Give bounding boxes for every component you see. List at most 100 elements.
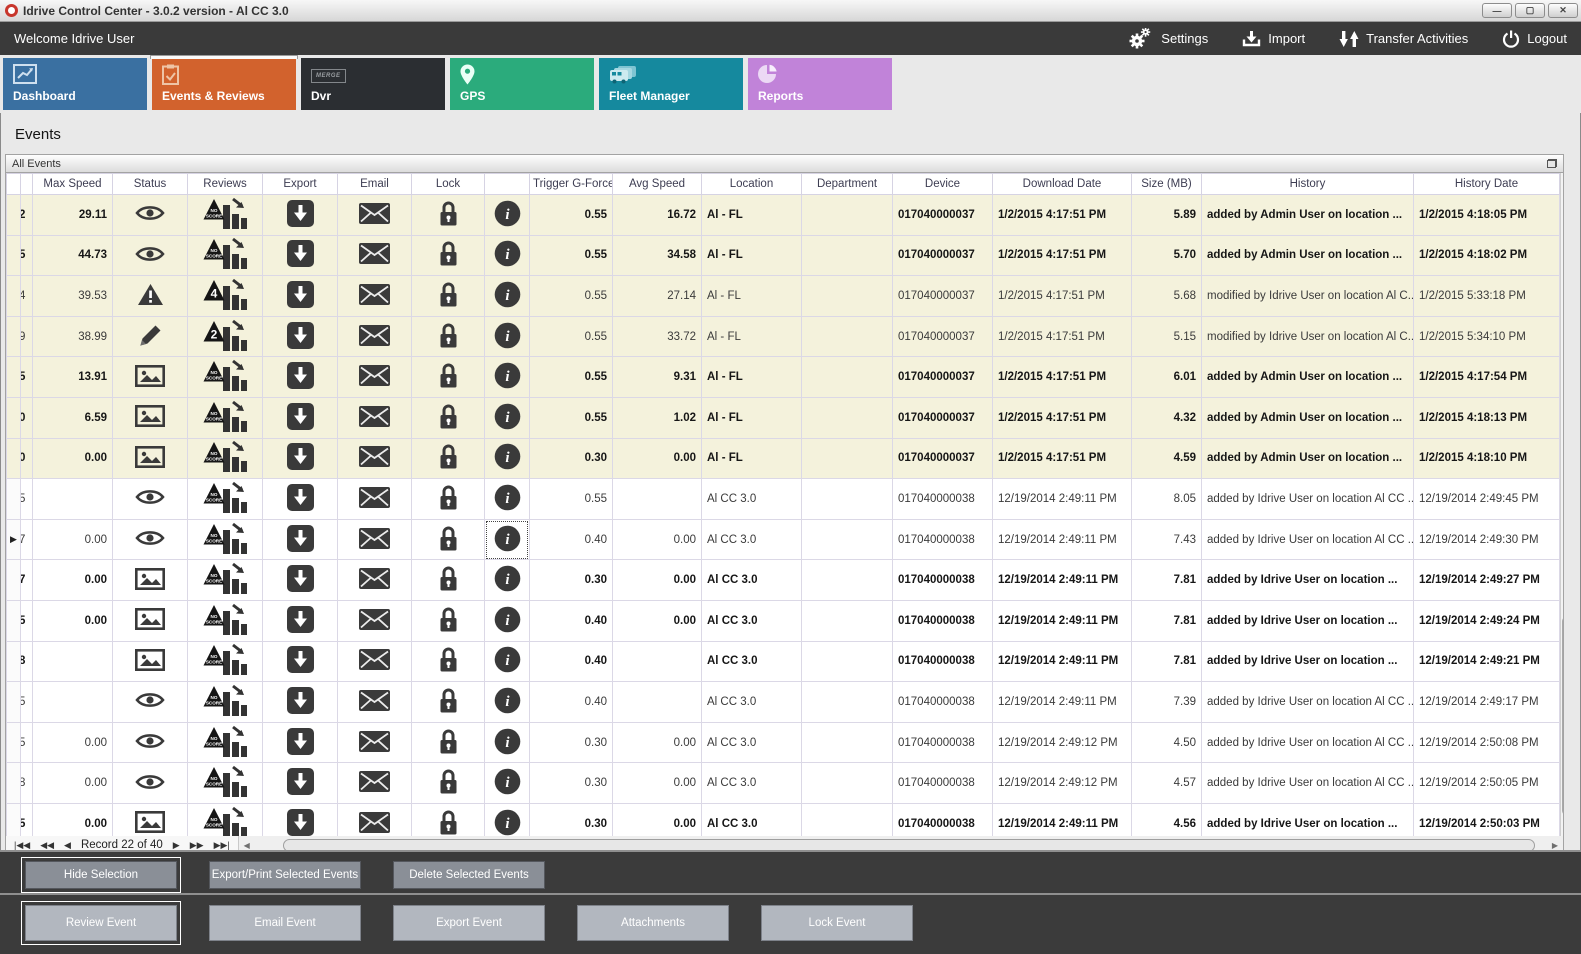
lock-cell[interactable] — [411, 599, 485, 642]
email-icon[interactable] — [359, 527, 390, 552]
email-cell[interactable] — [337, 559, 412, 601]
info-icon[interactable]: i — [494, 728, 521, 758]
info-cell[interactable]: i — [484, 356, 530, 398]
export-icon[interactable] — [286, 605, 314, 636]
reviews-cell[interactable]: NO SCORE — [187, 802, 263, 836]
lock-cell[interactable] — [411, 559, 485, 601]
transfer-activities-button[interactable]: Transfer Activities — [1339, 30, 1468, 48]
logout-button[interactable]: Logout — [1502, 30, 1567, 48]
email-cell[interactable] — [337, 802, 412, 836]
export-icon[interactable] — [286, 808, 314, 836]
export-cell[interactable] — [262, 599, 338, 642]
lock-icon[interactable] — [437, 729, 460, 758]
export-icon[interactable] — [286, 483, 314, 514]
reviews-cell[interactable]: 2 — [187, 315, 263, 358]
lock-cell[interactable] — [411, 721, 485, 764]
close-button[interactable]: ✕ — [1548, 3, 1578, 18]
email-cell[interactable] — [337, 518, 412, 561]
info-icon[interactable]: i — [494, 362, 521, 392]
lock-cell[interactable] — [411, 234, 485, 277]
export-icon[interactable] — [286, 565, 314, 595]
column-header-History Date[interactable]: History Date — [1413, 173, 1560, 195]
lock-icon[interactable] — [437, 323, 460, 352]
export-cell[interactable] — [262, 396, 338, 439]
vertical-scrollbar[interactable]: ▲ ▼ — [1560, 173, 1563, 836]
tab-dashboard[interactable]: Dashboard — [3, 58, 147, 110]
lock-cell[interactable] — [411, 681, 485, 723]
column-header-Email[interactable]: Email — [337, 173, 412, 195]
info-cell[interactable]: i — [484, 599, 530, 642]
export-icon[interactable] — [286, 402, 314, 433]
export-event-button[interactable]: Export Event — [393, 905, 545, 941]
export-icon[interactable] — [286, 524, 314, 555]
column-header-Reviews[interactable]: Reviews — [187, 173, 263, 195]
tab-dvr[interactable]: MERGE Dvr — [301, 58, 445, 110]
lock-cell[interactable] — [411, 640, 485, 683]
info-icon[interactable]: i — [494, 809, 521, 836]
column-header-Trigger G-Force[interactable]: Trigger G-Force — [529, 173, 613, 195]
info-cell[interactable]: i — [484, 721, 530, 764]
email-icon[interactable] — [359, 568, 390, 592]
export-cell[interactable] — [262, 559, 338, 601]
info-cell[interactable]: i — [484, 681, 530, 723]
lock-cell[interactable] — [411, 194, 485, 236]
settings-button[interactable]: Settings — [1128, 27, 1208, 50]
info-cell[interactable]: i — [484, 640, 530, 683]
next-record-button[interactable]: ▶ — [172, 839, 180, 850]
reviews-cell[interactable]: NO SCORE — [187, 356, 263, 398]
column-header-Lock[interactable]: Lock — [411, 173, 485, 195]
tab-gps[interactable]: GPS — [450, 58, 594, 110]
export-cell[interactable] — [262, 640, 338, 683]
info-cell[interactable]: i — [484, 478, 530, 520]
scroll-down-icon[interactable]: ▼ — [1561, 821, 1563, 836]
email-icon[interactable] — [359, 202, 390, 227]
info-icon[interactable]: i — [494, 403, 521, 433]
info-icon[interactable]: i — [494, 484, 521, 514]
lock-icon[interactable] — [437, 201, 460, 230]
email-cell[interactable] — [337, 234, 412, 277]
vertical-scroll-thumb[interactable] — [1562, 616, 1563, 816]
tab-reports[interactable]: Reports — [748, 58, 892, 110]
email-cell[interactable] — [337, 762, 412, 804]
column-header-Device[interactable]: Device — [892, 173, 993, 195]
email-cell[interactable] — [337, 396, 412, 439]
column-header-blank[interactable] — [20, 173, 33, 195]
lock-icon[interactable] — [437, 566, 460, 595]
next-page-button[interactable]: ▶▶ — [189, 839, 204, 850]
info-icon[interactable]: i — [494, 322, 521, 352]
hide-selection-button[interactable]: Hide Selection — [21, 857, 181, 893]
lock-icon[interactable] — [437, 688, 460, 717]
export-icon[interactable] — [286, 443, 314, 473]
prev-page-button[interactable]: ◀◀ — [40, 839, 55, 850]
email-icon[interactable] — [359, 811, 390, 836]
info-cell[interactable]: i — [484, 194, 530, 236]
email-cell[interactable] — [337, 681, 412, 723]
info-icon[interactable]: i — [494, 443, 521, 473]
tab-events-reviews[interactable]: Events & Reviews — [150, 55, 298, 110]
export-cell[interactable] — [262, 802, 338, 836]
email-cell[interactable] — [337, 275, 412, 317]
info-icon[interactable]: i — [494, 646, 521, 676]
export-cell[interactable] — [262, 437, 338, 480]
email-cell[interactable] — [337, 721, 412, 764]
reviews-cell[interactable]: NO SCORE — [187, 681, 263, 723]
scroll-right-icon[interactable]: ▶ — [1551, 840, 1559, 850]
column-header-Status[interactable]: Status — [112, 173, 188, 195]
info-icon[interactable]: i — [494, 525, 521, 555]
email-icon[interactable] — [359, 486, 390, 511]
info-icon[interactable]: i — [494, 768, 521, 798]
column-header-Department[interactable]: Department — [801, 173, 893, 195]
export-cell[interactable] — [262, 762, 338, 804]
email-icon[interactable] — [359, 446, 390, 470]
lock-cell[interactable] — [411, 802, 485, 836]
prev-record-button[interactable]: ◀ — [64, 839, 71, 850]
reviews-cell[interactable]: NO SCORE — [187, 721, 263, 764]
reviews-cell[interactable]: NO SCORE — [187, 559, 263, 601]
lock-icon[interactable] — [437, 282, 460, 311]
